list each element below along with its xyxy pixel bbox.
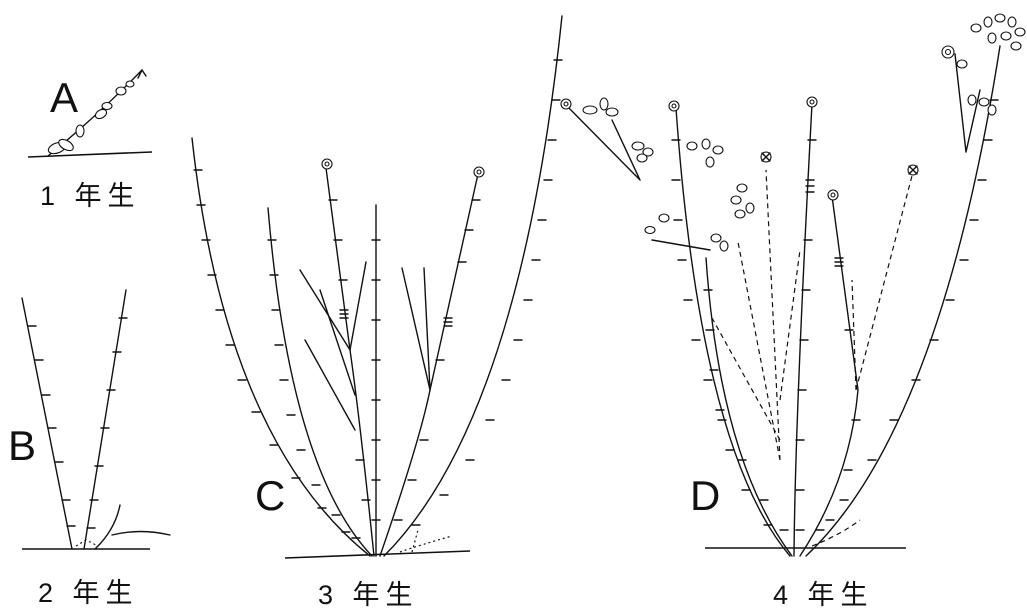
panel-a: A 1 年生 [27,69,153,211]
node-ticks [671,99,999,531]
node-ticks [193,59,563,539]
side-branches [564,103,711,251]
dead-base-sprout [811,519,861,547]
stem-base-sprouts [399,529,453,553]
side-branches-right [401,267,431,391]
panel-d-age-label: 4 年生 [773,580,874,608]
panel-b-letter: B [8,422,36,469]
ground-line [27,151,153,158]
stem-tall [805,45,1001,557]
stem-left [21,297,73,550]
dead-shoots-left [711,169,801,461]
side-branches-left [299,261,367,431]
panel-c-age-label: 3 年生 [318,580,419,608]
panel-a-letter: A [50,74,78,121]
stem-tall [383,15,563,557]
panel-d: D 4 年生 [560,13,1026,608]
stem-base [75,539,97,547]
panel-b: B 2 年生 [8,289,171,608]
panel-c: C 3 年生 [191,15,563,608]
ground-line [284,550,471,559]
dead-shoots-right [851,171,914,391]
stem-sprout [94,504,171,550]
panel-a-age-label: 1 年生 [40,181,141,211]
node-ticks [27,317,128,529]
panel-b-age-label: 2 年生 [38,578,139,608]
leaf-cluster [47,69,147,155]
stem-outer-left [675,107,791,557]
stem-center [793,103,813,557]
stem-center-left [325,167,375,557]
stem-center-right [379,173,479,557]
stem-right [83,289,127,550]
stem-outer-left [191,137,371,557]
panel-d-letter: D [690,472,720,519]
upper-branches [954,53,981,153]
stem-center-right [799,195,859,557]
stem-left [705,257,793,557]
leaf-clusters [582,13,1026,252]
panel-c-letter: C [255,472,285,519]
